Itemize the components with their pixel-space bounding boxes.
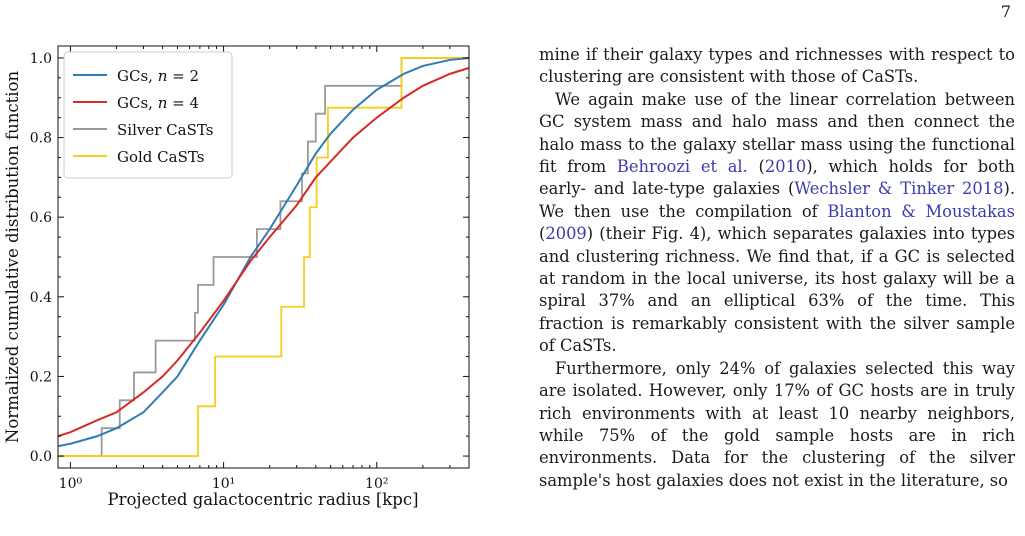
- y-axis-label: Normalized cumulative distribution funct…: [3, 71, 22, 444]
- citation-blanton-moustakas-year[interactable]: 2009: [545, 224, 587, 244]
- series-gold-casts: [58, 57, 469, 457]
- y-tick-label: 1.0: [30, 51, 52, 67]
- citation-blanton-moustakas[interactable]: Blanton & Moustakas: [827, 201, 1015, 221]
- y-tick-label: 0.2: [30, 369, 52, 385]
- x-tick-label: 10²: [365, 476, 388, 492]
- legend-label-gcs-n4: GCs, n = 4: [117, 94, 199, 112]
- legend-box: [63, 51, 233, 179]
- legend-label-gold-casts: Gold CaSTs: [117, 148, 205, 166]
- x-tick-label: 10¹: [212, 476, 235, 492]
- citation-behroozi[interactable]: Behroozi et al.: [616, 157, 748, 177]
- paragraph-2: We again make use of the linear correlat…: [539, 89, 1015, 356]
- page-number: 7: [1000, 2, 1011, 21]
- body-text-column: mine if their galaxy types and richnesse…: [539, 44, 1015, 492]
- x-axis-label: Projected galactocentric radius [kpc]: [107, 490, 418, 509]
- x-tick-label: 10⁰: [59, 476, 83, 492]
- y-tick-label: 0.8: [30, 131, 52, 147]
- cdf-figure: 0.0 0.2 0.4 0.6 0.8 1.0 10⁰ 10¹ 10² GCs, n = 2 G…: [3, 45, 470, 509]
- paragraph-1: mine if their galaxy types and richnesse…: [539, 45, 1015, 87]
- citation-behroozi-year[interactable]: 2010: [764, 157, 807, 177]
- paragraph-3: Furthermore, only 24% of galaxies select…: [539, 358, 1015, 490]
- legend: GCs, n = 2 GCs, n = 4 Silver CaSTs Gold …: [63, 51, 233, 179]
- series-gcs-n-2: [58, 56, 469, 448]
- y-tick-label: 0.4: [30, 290, 52, 306]
- y-tick-label: 0.6: [30, 210, 52, 226]
- legend-label-gcs-n2: GCs, n = 2: [117, 67, 199, 85]
- y-tick-label: 0.0: [30, 449, 52, 465]
- legend-label-silver-casts: Silver CaSTs: [117, 121, 213, 139]
- series-gcs-n-4: [58, 66, 469, 438]
- citation-wechsler-tinker[interactable]: Wechsler & Tinker 2018: [794, 179, 1004, 199]
